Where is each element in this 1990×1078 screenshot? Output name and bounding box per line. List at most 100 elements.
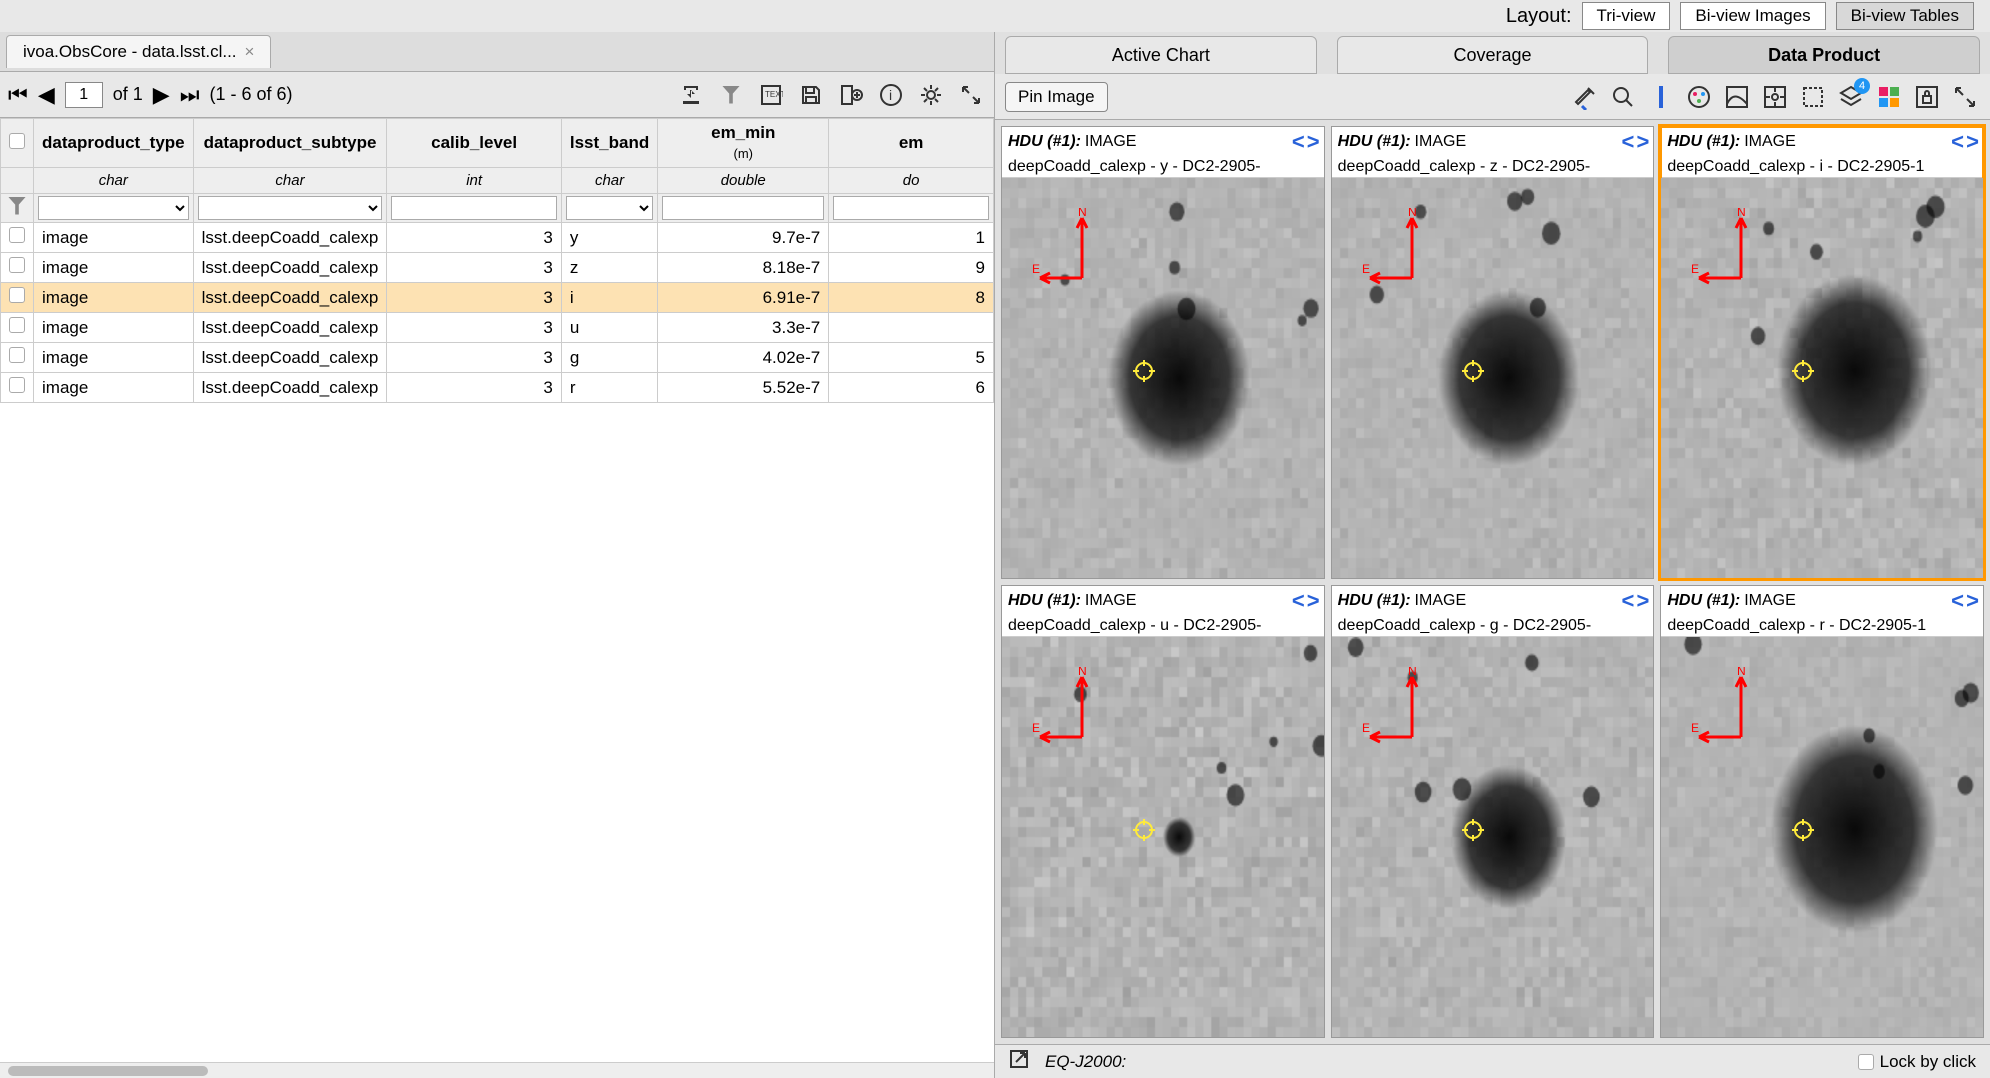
col-header[interactable]: em (829, 119, 994, 168)
panel-subtitle: deepCoadd_calexp - g - DC2-2905- (1332, 616, 1654, 637)
coord-label: EQ-J2000: (1045, 1052, 1126, 1072)
image-thumb[interactable]: NE (1332, 178, 1654, 578)
lock-icon[interactable] (1912, 82, 1942, 112)
filter-input[interactable] (833, 196, 989, 220)
layout-biview-images[interactable]: Bi-view Images (1680, 2, 1825, 30)
image-grid: HDU (#1): IMAGE< > deepCoadd_calexp - y -… (995, 120, 1990, 1044)
layout-triview[interactable]: Tri-view (1582, 2, 1671, 30)
cell: image (34, 253, 194, 283)
layers-icon[interactable]: 4 (1836, 82, 1866, 112)
center-icon[interactable] (1760, 82, 1790, 112)
filter-input[interactable] (662, 196, 824, 220)
grid-icon[interactable] (1874, 82, 1904, 112)
nav-arrows[interactable]: < > (1951, 129, 1977, 155)
table-row[interactable]: imagelsst.deepCoadd_calexp3y9.7e-71 (1, 223, 994, 253)
pin-image-button[interactable]: Pin Image (1005, 82, 1108, 112)
download-icon[interactable] (676, 80, 706, 110)
cell: lsst.deepCoadd_calexp (193, 223, 387, 253)
image-panel[interactable]: HDU (#1): IMAGE< >deepCoadd_calexp - z -… (1331, 126, 1655, 579)
cell: 6.91e-7 (658, 283, 829, 313)
row-checkbox[interactable] (9, 287, 25, 303)
image-thumb[interactable]: NE (1332, 637, 1654, 1037)
tab-active-chart[interactable]: Active Chart (1005, 36, 1317, 74)
nav-arrows[interactable]: < > (1622, 588, 1648, 614)
image-thumb[interactable]: NE (1002, 178, 1324, 578)
save-icon[interactable] (796, 80, 826, 110)
lock-by-click[interactable]: Lock by click (1858, 1052, 1976, 1072)
popout-icon[interactable] (1009, 1049, 1029, 1074)
filter-select[interactable] (38, 196, 189, 220)
panel-header: HDU (#1): IMAGE< > (1661, 586, 1983, 616)
horizontal-scrollbar[interactable] (0, 1062, 994, 1078)
nav-arrows[interactable]: < > (1622, 129, 1648, 155)
image-panel[interactable]: HDU (#1): IMAGE< >deepCoadd_calexp - i -… (1660, 126, 1984, 579)
stretch-icon[interactable] (1722, 82, 1752, 112)
filter-row (1, 194, 994, 223)
table-row[interactable]: imagelsst.deepCoadd_calexp3i6.91e-78 (1, 283, 994, 313)
hdu-type: IMAGE (1085, 592, 1137, 610)
cell: u (561, 313, 657, 343)
panel-subtitle: deepCoadd_calexp - r - DC2-2905-1 (1661, 616, 1983, 637)
tools-icon[interactable] (1570, 82, 1600, 112)
image-panel[interactable]: HDU (#1): IMAGE< >deepCoadd_calexp - g -… (1331, 585, 1655, 1038)
expand-icon[interactable] (956, 80, 986, 110)
filter-input[interactable] (391, 196, 556, 220)
panel-subtitle: deepCoadd_calexp - y - DC2-2905- (1002, 157, 1324, 178)
nav-arrows[interactable]: < > (1951, 588, 1977, 614)
table-tab[interactable]: ivoa.ObsCore - data.lsst.cl... × (6, 35, 271, 68)
table[interactable]: dataproduct_type dataproduct_subtype cal… (0, 118, 994, 1062)
cell: image (34, 283, 194, 313)
info-icon[interactable]: i (876, 80, 906, 110)
image-thumb[interactable]: NE (1661, 637, 1983, 1037)
filter-icon[interactable] (716, 80, 746, 110)
table-row[interactable]: imagelsst.deepCoadd_calexp3u3.3e-7 (1, 313, 994, 343)
panel-subtitle: deepCoadd_calexp - z - DC2-2905- (1332, 157, 1654, 178)
tab-coverage[interactable]: Coverage (1337, 36, 1649, 74)
col-header[interactable]: calib_level (387, 119, 561, 168)
tab-data-product[interactable]: Data Product (1668, 36, 1980, 74)
row-checkbox[interactable] (9, 317, 25, 333)
cell: 3 (387, 253, 561, 283)
filter-icon-cell[interactable] (1, 194, 34, 223)
layout-biview-tables[interactable]: Bi-view Tables (1836, 2, 1974, 30)
panel-header: HDU (#1): IMAGE< > (1661, 127, 1983, 157)
select-icon[interactable] (1798, 82, 1828, 112)
image-panel[interactable]: HDU (#1): IMAGE< >deepCoadd_calexp - u -… (1001, 585, 1325, 1038)
close-icon[interactable]: × (245, 42, 255, 62)
image-panel[interactable]: HDU (#1): IMAGE< >deepCoadd_calexp - r -… (1660, 585, 1984, 1038)
color-icon[interactable] (1684, 82, 1714, 112)
add-column-icon[interactable] (836, 80, 866, 110)
settings-icon[interactable] (916, 80, 946, 110)
filter-select[interactable] (566, 196, 653, 220)
cell (829, 313, 994, 343)
filter-select[interactable] (198, 196, 383, 220)
page-input[interactable] (65, 82, 103, 108)
row-checkbox[interactable] (9, 257, 25, 273)
nav-arrows[interactable]: < > (1292, 588, 1318, 614)
row-checkbox[interactable] (9, 377, 25, 393)
zoom-icon[interactable] (1608, 82, 1638, 112)
col-header[interactable]: em_min(m) (658, 119, 829, 168)
table-row[interactable]: imagelsst.deepCoadd_calexp3r5.52e-76 (1, 373, 994, 403)
last-page-icon[interactable]: ⏭ (180, 82, 200, 108)
col-header[interactable]: dataproduct_subtype (193, 119, 387, 168)
text-view-icon[interactable]: TEXT (756, 80, 786, 110)
row-checkbox[interactable] (9, 347, 25, 363)
prev-page-icon[interactable]: ◀ (38, 82, 55, 108)
expand-icon[interactable] (1950, 82, 1980, 112)
first-page-icon[interactable]: ⏮ (8, 82, 28, 108)
image-panel[interactable]: HDU (#1): IMAGE< >deepCoadd_calexp - y -… (1001, 126, 1325, 579)
image-thumb[interactable]: NE (1661, 178, 1983, 578)
checkbox-header[interactable] (1, 119, 34, 168)
row-checkbox[interactable] (9, 227, 25, 243)
col-type: do (829, 168, 994, 194)
image-thumb[interactable]: NE (1002, 637, 1324, 1037)
table-row[interactable]: imagelsst.deepCoadd_calexp3g4.02e-75 (1, 343, 994, 373)
svg-text:TEXT: TEXT (765, 90, 783, 99)
table-tabs: ivoa.ObsCore - data.lsst.cl... × (0, 32, 994, 72)
col-header[interactable]: lsst_band (561, 119, 657, 168)
nav-arrows[interactable]: < > (1292, 129, 1318, 155)
next-page-icon[interactable]: ▶ (153, 82, 170, 108)
col-header[interactable]: dataproduct_type (34, 119, 194, 168)
table-row[interactable]: imagelsst.deepCoadd_calexp3z8.18e-79 (1, 253, 994, 283)
